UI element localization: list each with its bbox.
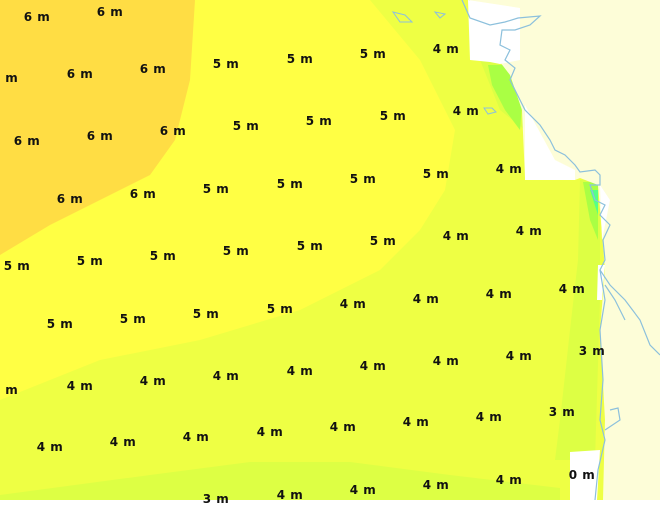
wave-height-label: 4 m bbox=[452, 104, 480, 118]
wave-height-label: 5 m bbox=[296, 239, 324, 253]
no-data-coast bbox=[570, 185, 610, 500]
wave-height-label: 6 m bbox=[139, 62, 167, 76]
land bbox=[470, 0, 660, 500]
wave-height-label: 6 m bbox=[66, 67, 94, 81]
wave-height-label: 5 m bbox=[369, 234, 397, 248]
wave-height-label: 4 m bbox=[339, 297, 367, 311]
wave-height-label: 4 m bbox=[432, 354, 460, 368]
wave-height-label: 5 m bbox=[222, 244, 250, 258]
wave-height-label: 4 m bbox=[286, 364, 314, 378]
wave-height-label: 4 m bbox=[36, 440, 64, 454]
wave-height-label: 5 m bbox=[359, 47, 387, 61]
wave-height-label: 4 m bbox=[66, 379, 94, 393]
wave-height-label: 4 m bbox=[432, 42, 460, 56]
wave-height-label: 3 m bbox=[202, 492, 230, 506]
wave-height-label: 5 m bbox=[3, 259, 31, 273]
wave-height-label: 5 m bbox=[0, 71, 19, 85]
zone-3m-south bbox=[0, 462, 560, 500]
wave-height-label: 5 m bbox=[0, 383, 19, 397]
wave-height-label: 6 m bbox=[129, 187, 157, 201]
wave-height-label: 5 m bbox=[76, 254, 104, 268]
wave-height-label: 5 m bbox=[266, 302, 294, 316]
wave-height-label: 6 m bbox=[159, 124, 187, 138]
wave-height-label: 4 m bbox=[485, 287, 513, 301]
wave-height-label: 5 m bbox=[149, 249, 177, 263]
wave-height-label: 4 m bbox=[505, 349, 533, 363]
wave-height-label: 4 m bbox=[515, 224, 543, 238]
wave-height-label: 6 m bbox=[56, 192, 84, 206]
wave-height-label: 5 m bbox=[192, 307, 220, 321]
wave-height-label: 4 m bbox=[495, 473, 523, 487]
wave-height-label: 4 m bbox=[276, 488, 304, 502]
wave-height-label: 3 m bbox=[548, 405, 576, 419]
wave-height-label: 5 m bbox=[305, 114, 333, 128]
wave-height-label: 4 m bbox=[212, 369, 240, 383]
wave-height-label: 4 m bbox=[402, 415, 430, 429]
wave-height-label: 4 m bbox=[475, 410, 503, 424]
zone-2m bbox=[488, 65, 598, 240]
wave-height-label: 5 m bbox=[212, 57, 240, 71]
wave-height-label: 4 m bbox=[182, 430, 210, 444]
wave-height-label: 0 m bbox=[568, 468, 596, 482]
wave-height-label: 6 m bbox=[86, 129, 114, 143]
wave-height-label: 5 m bbox=[232, 119, 260, 133]
zone-6m bbox=[0, 0, 195, 255]
wave-height-label: 5 m bbox=[202, 182, 230, 196]
wave-height-label: 4 m bbox=[139, 374, 167, 388]
wave-height-label: 3 m bbox=[578, 344, 606, 358]
coastline bbox=[461, 0, 660, 500]
wave-height-label: 4 m bbox=[256, 425, 284, 439]
wave-height-label: 4 m bbox=[109, 435, 137, 449]
wave-height-label: 4 m bbox=[329, 420, 357, 434]
zone-3m-coast bbox=[555, 180, 600, 460]
wave-height-label: 5 m bbox=[276, 177, 304, 191]
wave-height-label: 5 m bbox=[349, 172, 377, 186]
wave-height-label: 4 m bbox=[422, 478, 450, 492]
wave-height-label: 4 m bbox=[359, 359, 387, 373]
wave-height-label: 4 m bbox=[349, 483, 377, 497]
wave-height-label: 4 m bbox=[495, 162, 523, 176]
wave-height-label: 5 m bbox=[379, 109, 407, 123]
wave-height-label: 4 m bbox=[442, 229, 470, 243]
wave-height-label: 6 m bbox=[23, 10, 51, 24]
no-data-north bbox=[468, 0, 575, 180]
island bbox=[391, 11, 497, 115]
wave-height-label: 4 m bbox=[558, 282, 586, 296]
wave-height-label: 5 m bbox=[46, 317, 74, 331]
wave-height-label: 6 m bbox=[96, 5, 124, 19]
wave-height-label: 5 m bbox=[119, 312, 147, 326]
wave-height-label: 4 m bbox=[412, 292, 440, 306]
wave-height-label: 5 m bbox=[286, 52, 314, 66]
wave-height-label: 6 m bbox=[13, 134, 41, 148]
wave-height-label: 5 m bbox=[422, 167, 450, 181]
